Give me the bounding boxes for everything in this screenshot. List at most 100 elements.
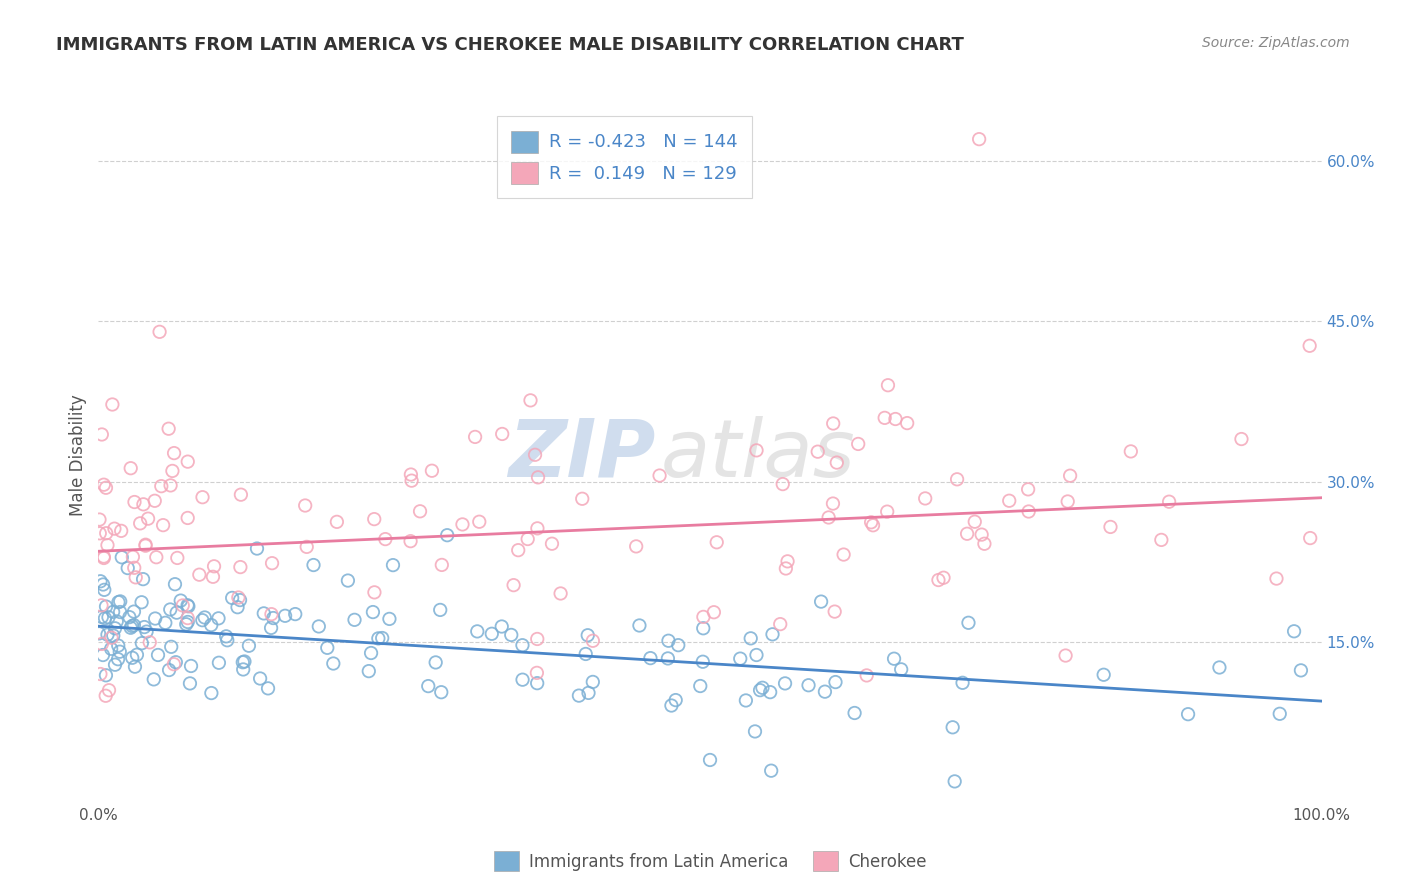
Point: [810, 594, 832, 608]
Point: [163, 657, 186, 672]
Point: [108, 605, 131, 619]
Point: [860, 516, 883, 530]
Point: [429, 603, 451, 617]
Point: [122, 549, 145, 564]
Point: [491, 619, 513, 633]
Point: [111, 550, 134, 565]
Point: [302, 558, 325, 572]
Point: [233, 655, 256, 669]
Point: [228, 591, 250, 605]
Point: [430, 558, 453, 572]
Point: [734, 693, 756, 707]
Point: [769, 617, 792, 632]
Point: [436, 528, 458, 542]
Point: [131, 595, 153, 609]
Point: [188, 567, 211, 582]
Point: [832, 548, 855, 562]
Point: [207, 611, 229, 625]
Point: [90, 427, 112, 442]
Point: [516, 532, 538, 546]
Point: [640, 651, 662, 665]
Point: [575, 647, 598, 661]
Point: [501, 628, 523, 642]
Point: [135, 538, 157, 552]
Point: [100, 641, 122, 656]
Point: [524, 448, 547, 462]
Point: [217, 633, 239, 648]
Point: [451, 517, 474, 532]
Point: [260, 621, 283, 635]
Point: [844, 706, 866, 720]
Point: [336, 574, 359, 588]
Point: [93, 477, 115, 491]
Point: [378, 612, 401, 626]
Point: [582, 633, 605, 648]
Point: [568, 689, 591, 703]
Point: [692, 621, 714, 635]
Point: [706, 535, 728, 549]
Point: [775, 561, 797, 575]
Point: [657, 651, 679, 665]
Point: [166, 550, 188, 565]
Point: [103, 522, 125, 536]
Point: [94, 689, 117, 703]
Point: [122, 618, 145, 632]
Point: [96, 538, 118, 552]
Point: [118, 610, 141, 624]
Point: [751, 681, 773, 695]
Point: [1159, 494, 1181, 508]
Point: [1289, 664, 1312, 678]
Point: [526, 632, 548, 646]
Point: [202, 559, 225, 574]
Point: [131, 636, 153, 650]
Point: [952, 675, 974, 690]
Y-axis label: Male Disability: Male Disability: [69, 394, 87, 516]
Point: [957, 615, 980, 630]
Point: [481, 627, 503, 641]
Point: [200, 618, 222, 632]
Point: [502, 578, 524, 592]
Point: [1056, 494, 1078, 508]
Point: [1119, 444, 1142, 458]
Point: [657, 633, 679, 648]
Point: [200, 686, 222, 700]
Point: [104, 621, 127, 635]
Point: [229, 560, 252, 574]
Point: [229, 488, 252, 502]
Point: [343, 613, 366, 627]
Point: [94, 599, 117, 614]
Point: [93, 551, 115, 566]
Point: [176, 511, 198, 525]
Point: [745, 648, 768, 662]
Point: [526, 665, 548, 680]
Point: [661, 698, 683, 713]
Point: [232, 655, 254, 669]
Point: [132, 572, 155, 586]
Point: [160, 640, 183, 654]
Point: [253, 607, 276, 621]
Point: [107, 652, 129, 666]
Point: [399, 467, 422, 482]
Point: [409, 504, 432, 518]
Point: [1298, 339, 1320, 353]
Point: [110, 524, 132, 538]
Point: [464, 430, 486, 444]
Point: [692, 655, 714, 669]
Point: [761, 764, 783, 778]
Point: [93, 549, 115, 564]
Point: [371, 631, 394, 645]
Point: [134, 539, 156, 553]
Point: [136, 511, 159, 525]
Point: [703, 605, 725, 619]
Point: [749, 683, 772, 698]
Point: [884, 412, 907, 426]
Point: [360, 646, 382, 660]
Text: Source: ZipAtlas.com: Source: ZipAtlas.com: [1202, 36, 1350, 50]
Point: [876, 505, 898, 519]
Point: [132, 497, 155, 511]
Point: [125, 648, 148, 662]
Point: [121, 619, 143, 633]
Point: [699, 753, 721, 767]
Point: [90, 610, 112, 624]
Point: [624, 540, 647, 554]
